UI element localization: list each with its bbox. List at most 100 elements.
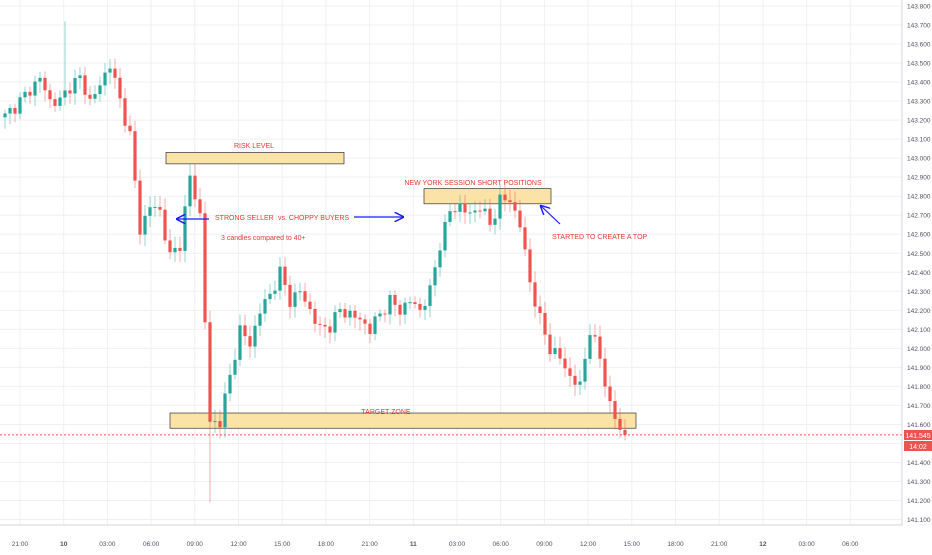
y-tick-label: 142.500 [907, 251, 931, 258]
candle [193, 164, 197, 207]
x-tick-label: 21:00 [711, 541, 728, 548]
candle [428, 278, 432, 318]
choppy-buyers-label: vs. CHOPPY BUYERS [278, 215, 349, 222]
y-tick-label: 142.800 [907, 194, 931, 201]
candle [293, 283, 297, 318]
y-tick-label: 143.700 [907, 23, 931, 30]
candle [483, 199, 487, 216]
candle [53, 92, 57, 112]
x-axis-ticks[interactable]: 21:00 10 03:00 06:00 09:00 12:00 15:00 18:00 21:… [12, 541, 859, 548]
candle [383, 309, 387, 323]
x-tick-label: 18:00 [667, 541, 684, 548]
x-tick-label: 03:00 [99, 541, 116, 548]
candles-compare-note: 3 candles compared to 40+ [221, 235, 306, 242]
candle [448, 203, 452, 226]
candle [268, 283, 272, 305]
x-tick-label: 06:00 [842, 541, 859, 548]
candle [168, 229, 172, 260]
candle [133, 120, 137, 188]
y-tick-label: 142.000 [907, 346, 931, 353]
candle [308, 293, 312, 315]
candle [473, 201, 477, 223]
candle [33, 75, 37, 107]
candle [278, 257, 282, 300]
candle [438, 243, 442, 277]
candle [153, 195, 157, 217]
candle [583, 347, 587, 390]
candle [13, 103, 17, 123]
candle [563, 347, 567, 378]
candle [348, 304, 352, 326]
candle [208, 310, 212, 503]
chart-grid [0, 0, 902, 525]
candle [163, 198, 167, 245]
candle [158, 195, 162, 217]
candle [408, 296, 412, 310]
y-tick-label: 143.000 [907, 156, 931, 163]
candle [78, 67, 82, 90]
candle [413, 296, 417, 309]
current-price-badge [904, 430, 932, 440]
x-tick-label: 03:00 [798, 541, 815, 548]
candle [493, 208, 497, 235]
candle [178, 236, 182, 263]
candle [283, 257, 287, 296]
candle [453, 203, 457, 220]
candle [273, 280, 277, 300]
y-tick-label: 142.400 [907, 270, 931, 277]
y-tick-label: 142.100 [907, 327, 931, 334]
candle [378, 309, 382, 322]
candle [533, 271, 537, 318]
candle [103, 63, 107, 96]
candle [338, 302, 342, 318]
x-tick-label: 09:00 [536, 541, 553, 548]
x-tick-label: 21:00 [12, 541, 29, 548]
candle [213, 409, 217, 433]
candle [263, 288, 267, 322]
candles [3, 21, 627, 503]
candle [138, 169, 142, 245]
x-tick-label: 11 [410, 541, 417, 548]
candle [98, 76, 102, 102]
top-arrow [541, 206, 561, 225]
candle [443, 214, 447, 258]
strong-seller-label: STRONG SELLER [215, 215, 274, 222]
y-tick-label: 143.600 [907, 42, 931, 49]
candle [503, 184, 507, 212]
candle [468, 203, 472, 224]
candle [18, 92, 22, 120]
x-tick-label: 15:00 [624, 541, 641, 548]
candle [328, 319, 332, 344]
candle [188, 164, 192, 217]
x-tick-label: 03:00 [449, 541, 466, 548]
candle [233, 348, 237, 380]
y-axis-panel[interactable] [902, 0, 932, 550]
candle [343, 302, 347, 323]
candle [218, 409, 222, 439]
candle [333, 305, 337, 342]
candle [588, 323, 592, 364]
candle [173, 236, 177, 262]
candle [63, 21, 67, 106]
candle [223, 382, 227, 438]
y-tick-label: 141.400 [907, 460, 931, 467]
candle [538, 295, 542, 325]
candle [198, 187, 202, 218]
candle [598, 325, 602, 368]
candle [528, 238, 532, 292]
y-axis-ticks: 143.800 143.700 143.600 143.500 143.400 143.3… [907, 4, 931, 525]
target-zone [169, 412, 637, 429]
y-tick-label: 143.200 [907, 118, 931, 125]
candle [123, 88, 127, 133]
candle [433, 260, 437, 297]
candle [393, 290, 397, 317]
candle [403, 297, 407, 324]
y-tick-label: 141.800 [907, 384, 931, 391]
candle [243, 314, 247, 346]
y-tick-label: 142.200 [907, 308, 931, 315]
candle [388, 290, 392, 325]
y-tick-label: 142.900 [907, 175, 931, 182]
y-tick-label: 141.700 [907, 403, 931, 410]
